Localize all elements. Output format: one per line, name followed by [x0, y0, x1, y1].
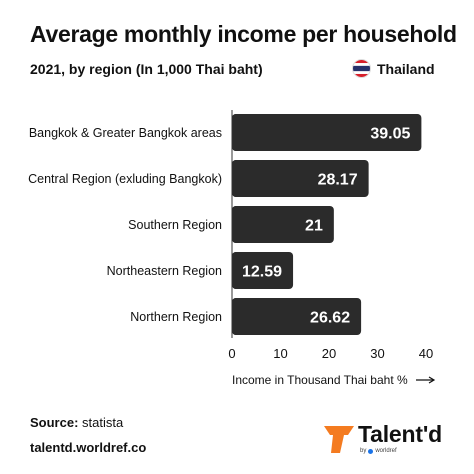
x-tick-label: 20: [322, 346, 336, 361]
category-label: Northeastern Region: [107, 264, 222, 278]
x-tick-label: 10: [273, 346, 287, 361]
x-tick-label: 30: [370, 346, 384, 361]
thailand-flag-icon: [352, 59, 371, 78]
bar-end: [232, 252, 294, 289]
data-label: 28.17: [318, 172, 358, 189]
source-label: Source:: [30, 415, 79, 430]
x-axis-title-row: Income in Thousand Thai baht %: [232, 373, 436, 387]
talentd-logo: Talent'd by worldref: [322, 421, 462, 459]
source-value: statista: [82, 415, 124, 430]
bar-end: [232, 114, 422, 151]
bar-end: [232, 160, 369, 197]
country-name: Thailand: [377, 60, 435, 77]
logo-name: Talent'd: [358, 421, 442, 447]
country-badge: Thailand: [352, 59, 435, 78]
logo-parent: worldref: [375, 448, 397, 454]
chart-subtitle: 2021, by region (In 1,000 Thai baht): [30, 61, 263, 77]
bar-end: [232, 298, 362, 335]
data-label: 39.05: [370, 126, 410, 143]
right-arrow-icon: [415, 376, 435, 384]
website-url: talentd.worldref.co: [30, 440, 147, 455]
x-axis-title: Income in Thousand Thai baht %: [232, 373, 408, 387]
category-label: Central Region (exluding Bangkok): [28, 172, 222, 186]
talentd-t-icon: [324, 426, 354, 453]
bar-end: [232, 206, 334, 243]
x-tick-label: 0: [228, 346, 235, 361]
data-label: 21: [305, 218, 323, 235]
worldref-dot-icon: [368, 448, 374, 454]
data-label: 12.59: [242, 264, 282, 281]
logo-by: by: [360, 448, 367, 454]
source-line: Source: statista: [30, 415, 123, 430]
x-tick-label: 40: [419, 346, 433, 361]
chart-title: Average monthly income per household: [30, 21, 457, 47]
category-label: Bangkok & Greater Bangkok areas: [29, 126, 222, 140]
category-label: Southern Region: [128, 218, 222, 232]
logo-byline: by worldref: [360, 448, 397, 454]
category-label: Northern Region: [130, 310, 222, 324]
data-label: 26.62: [310, 310, 350, 327]
